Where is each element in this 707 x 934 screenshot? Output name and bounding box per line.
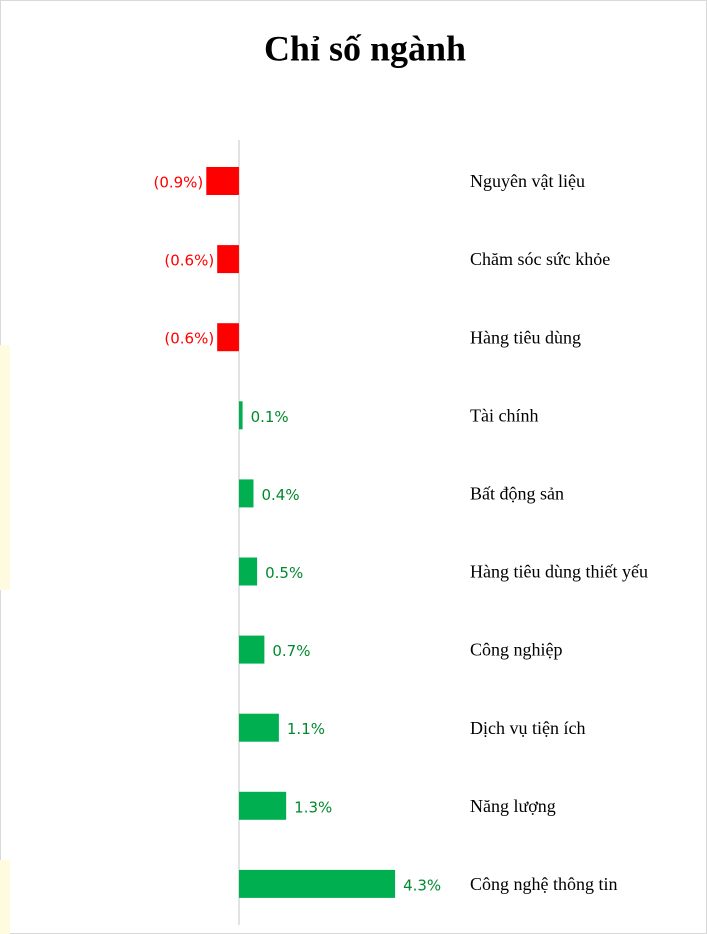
category-label: Chăm sóc sức khỏe <box>470 249 610 269</box>
bar <box>238 401 243 430</box>
category-label: Công nghệ thông tin <box>470 874 618 894</box>
value-label: (0.9%) <box>153 174 203 192</box>
bar <box>217 323 239 352</box>
value-label: 0.7% <box>272 642 310 660</box>
category-label: Bất động sản <box>470 484 564 504</box>
bar <box>238 479 254 508</box>
value-label: (0.6%) <box>164 252 214 270</box>
bar <box>206 167 239 195</box>
value-label: 1.3% <box>294 798 332 816</box>
bar <box>238 713 279 742</box>
chart-title: Chỉ số ngành <box>264 28 466 68</box>
category-label: Hàng tiêu dùng thiết yếu <box>470 562 648 582</box>
side-strip <box>0 345 10 590</box>
bar <box>217 245 239 274</box>
value-label: 1.1% <box>287 720 325 738</box>
value-label: (0.6%) <box>164 330 214 348</box>
category-label: Hàng tiêu dùng <box>470 327 581 347</box>
bar <box>238 869 396 898</box>
value-label: 0.5% <box>265 564 303 582</box>
category-label: Dịch vụ tiện ích <box>470 718 585 738</box>
value-label: 4.3% <box>403 876 441 894</box>
value-label: 0.4% <box>261 486 299 504</box>
value-label: 0.1% <box>251 408 289 426</box>
bar <box>238 635 265 664</box>
category-label: Tài chính <box>470 405 538 425</box>
category-label: Nguyên vật liệu <box>470 171 585 191</box>
category-label: Năng lượng <box>470 796 556 816</box>
bar <box>238 557 258 586</box>
side-strip <box>0 860 10 934</box>
bar <box>238 791 287 820</box>
category-label: Công nghiệp <box>470 640 563 660</box>
